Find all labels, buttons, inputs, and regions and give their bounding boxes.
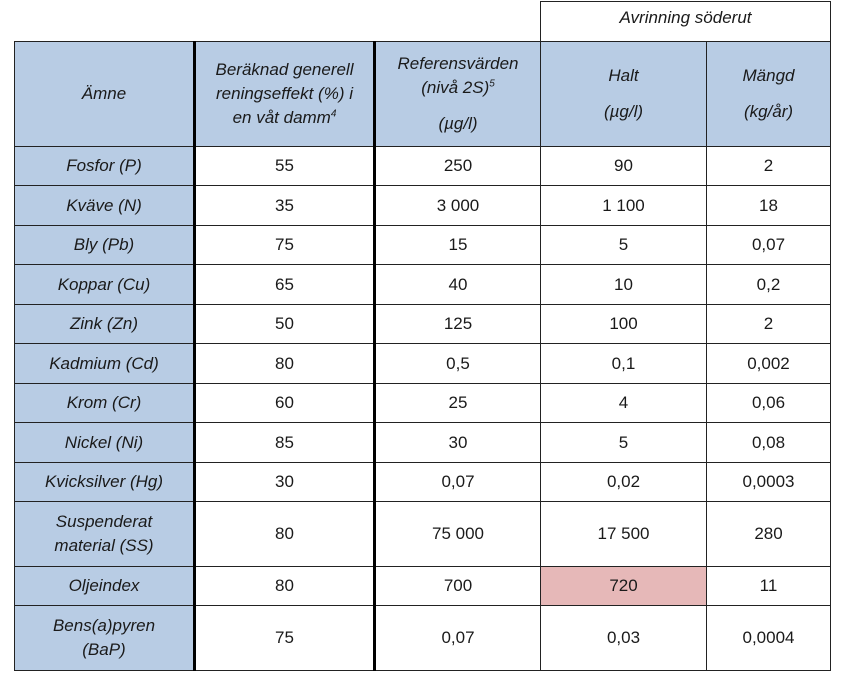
- row-reningseffekt: 75: [194, 225, 376, 265]
- row-halt: 0,03: [540, 605, 707, 671]
- row-mangd: 2: [706, 304, 831, 344]
- row-mangd: 11: [706, 566, 831, 606]
- row-reningseffekt: 75: [194, 605, 376, 671]
- row-name: Bens(a)pyren (BaP): [14, 605, 196, 671]
- row-halt: 4: [540, 383, 707, 423]
- table-row: Bens(a)pyren (BaP) 75 0,07 0,03 0,0004: [14, 605, 831, 671]
- row-reningseffekt: 65: [194, 264, 376, 305]
- pollutant-table: Avrinning söderut Ämne Beräknad generell…: [14, 1, 831, 671]
- table-row: Zink (Zn) 50 125 100 2: [14, 304, 831, 344]
- row-mangd: 0,0003: [706, 462, 831, 502]
- row-name: Kvicksilver (Hg): [14, 462, 196, 502]
- table-row: Fosfor (P) 55 250 90 2: [14, 146, 831, 186]
- row-reningseffekt: 55: [194, 146, 376, 186]
- row-name: Koppar (Cu): [14, 264, 196, 305]
- table-row: Krom (Cr) 60 25 4 0,06: [14, 383, 831, 423]
- row-referensvarde: 0,5: [374, 343, 541, 384]
- row-reningseffekt: 80: [194, 501, 376, 567]
- row-name: Suspenderat material (SS): [14, 501, 196, 567]
- row-reningseffekt: 35: [194, 185, 376, 226]
- row-referensvarde: 0,07: [374, 605, 541, 671]
- row-mangd: 0,07: [706, 225, 831, 265]
- row-name: Krom (Cr): [14, 383, 196, 423]
- row-reningseffekt: 80: [194, 343, 376, 384]
- row-mangd: 0,002: [706, 343, 831, 384]
- row-name: Oljeindex: [14, 566, 196, 606]
- row-reningseffekt: 30: [194, 462, 376, 502]
- supra-header-row: Avrinning söderut: [14, 1, 831, 42]
- row-referensvarde: 125: [374, 304, 541, 344]
- row-name: Kväve (N): [14, 185, 196, 226]
- row-referensvarde: 250: [374, 146, 541, 186]
- table-row: Nickel (Ni) 85 30 5 0,08: [14, 422, 831, 463]
- row-referensvarde: 700: [374, 566, 541, 606]
- row-referensvarde: 40: [374, 264, 541, 305]
- header-referensvarden: Referensvärden (nivå 2S)5 (µg/l): [374, 41, 541, 147]
- row-reningseffekt: 60: [194, 383, 376, 423]
- row-reningseffekt: 80: [194, 566, 376, 606]
- row-referensvarde: 30: [374, 422, 541, 463]
- table-row: Oljeindex 80 700 720 11: [14, 566, 831, 606]
- header-row: Ämne Beräknad generell reningseffekt (%)…: [14, 41, 831, 147]
- row-halt: 10: [540, 264, 707, 305]
- supra-header: Avrinning söderut: [540, 1, 831, 42]
- table-row: Koppar (Cu) 65 40 10 0,2: [14, 264, 831, 305]
- row-referensvarde: 0,07: [374, 462, 541, 502]
- row-halt: 1 100: [540, 185, 707, 226]
- header-amne: Ämne: [14, 41, 196, 147]
- row-mangd: 0,08: [706, 422, 831, 463]
- row-name: Zink (Zn): [14, 304, 196, 344]
- header-halt: Halt (µg/l): [540, 41, 707, 147]
- row-name: Fosfor (P): [14, 146, 196, 186]
- row-mangd: 280: [706, 501, 831, 567]
- row-halt: 0,02: [540, 462, 707, 502]
- row-referensvarde: 15: [374, 225, 541, 265]
- row-referensvarde: 75 000: [374, 501, 541, 567]
- row-mangd: 2: [706, 146, 831, 186]
- row-name: Kadmium (Cd): [14, 343, 196, 384]
- header-mangd: Mängd (kg/år): [706, 41, 831, 147]
- table-row: Kadmium (Cd) 80 0,5 0,1 0,002: [14, 343, 831, 384]
- row-halt: 17 500: [540, 501, 707, 567]
- row-reningseffekt: 85: [194, 422, 376, 463]
- header-reningseffekt: Beräknad generell reningseffekt (%) i en…: [194, 41, 376, 147]
- row-mangd: 0,06: [706, 383, 831, 423]
- row-reningseffekt: 50: [194, 304, 376, 344]
- row-mangd: 18: [706, 185, 831, 226]
- row-halt: 720: [540, 566, 707, 606]
- row-halt: 5: [540, 422, 707, 463]
- row-halt: 90: [540, 146, 707, 186]
- table-body: Fosfor (P) 55 250 90 2 Kväve (N) 35 3 000 1 100 1…: [14, 146, 831, 671]
- row-referensvarde: 25: [374, 383, 541, 423]
- row-halt: 0,1: [540, 343, 707, 384]
- row-name: Bly (Pb): [14, 225, 196, 265]
- row-referensvarde: 3 000: [374, 185, 541, 226]
- row-halt: 5: [540, 225, 707, 265]
- row-mangd: 0,0004: [706, 605, 831, 671]
- row-halt: 100: [540, 304, 707, 344]
- table-row: Bly (Pb) 75 15 5 0,07: [14, 225, 831, 265]
- table-row: Suspenderat material (SS) 80 75 000 17 500 28…: [14, 501, 831, 567]
- table-row: Kväve (N) 35 3 000 1 100 18: [14, 185, 831, 226]
- row-name: Nickel (Ni): [14, 422, 196, 463]
- row-mangd: 0,2: [706, 264, 831, 305]
- table-row: Kvicksilver (Hg) 30 0,07 0,02 0,0003: [14, 462, 831, 502]
